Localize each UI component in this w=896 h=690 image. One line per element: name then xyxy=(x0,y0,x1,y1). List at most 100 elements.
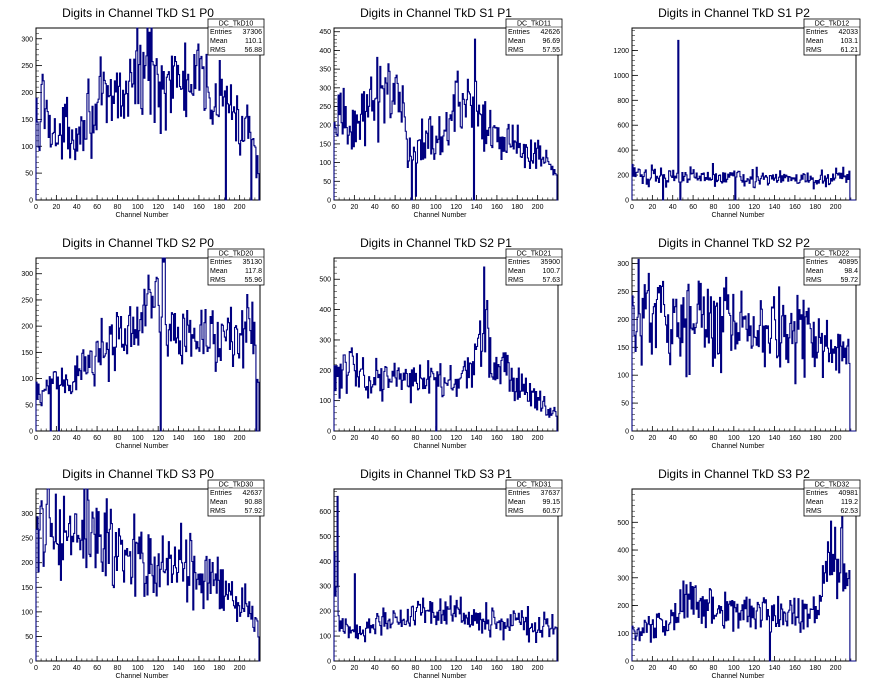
stats-name: DC_TkD10 xyxy=(219,21,254,28)
x-tick-label: 0 xyxy=(34,665,38,672)
x-tick-label: 60 xyxy=(689,665,697,672)
histogram-series xyxy=(333,38,558,201)
stats-label-rms: RMS xyxy=(806,277,822,284)
x-tick-label: 60 xyxy=(93,204,101,211)
stats-value-mean: 96.69 xyxy=(542,38,560,45)
stats-value-rms: 62.53 xyxy=(840,508,858,515)
x-tick-label: 60 xyxy=(391,665,399,672)
y-axis: 0 200 400 600 800 1000 1200 xyxy=(613,30,638,205)
y-tick-label: 450 xyxy=(319,29,331,36)
x-tick-label: 100 xyxy=(430,204,442,211)
y-axis: 0 50 100 150 200 250 300 350 400 450 xyxy=(319,29,340,205)
histogram-series xyxy=(333,495,558,662)
x-tick-label: 120 xyxy=(450,435,462,442)
stats-label-entries: Entries xyxy=(806,490,828,497)
stats-value-entries: 37637 xyxy=(541,490,561,497)
x-tick-label: 160 xyxy=(491,435,503,442)
y-axis: 0 50 100 150 200 250 300 xyxy=(21,493,42,666)
stats-name: DC_TkD20 xyxy=(219,251,254,258)
y-tick-label: 400 xyxy=(319,48,331,55)
stats-label-entries: Entries xyxy=(210,29,232,36)
x-tick-label: 140 xyxy=(471,204,483,211)
y-tick-label: 0 xyxy=(327,198,331,205)
x-tick-label: 120 xyxy=(450,204,462,211)
x-tick-label: 100 xyxy=(132,435,144,442)
x-tick-label: 0 xyxy=(34,204,38,211)
x-axis: 0 20 40 60 80 100 120 140 160 180 200 xyxy=(630,426,852,442)
histogram-panel: Digits in Channel TkD S3 P0 0 20 40 60 80 100 1… xyxy=(21,467,265,680)
stats-value-entries: 42033 xyxy=(839,29,859,36)
x-axis-label: Channel Number xyxy=(116,443,170,450)
x-axis-label: Channel Number xyxy=(116,673,170,680)
stats-label-rms: RMS xyxy=(508,277,524,284)
chart-title: Digits in Channel TkD S3 P1 xyxy=(360,467,512,481)
y-tick-label: 600 xyxy=(319,509,331,516)
stats-value-mean: 103.1 xyxy=(840,38,858,45)
x-tick-label: 120 xyxy=(152,665,164,672)
stats-label-entries: Entries xyxy=(210,490,232,497)
x-axis: 0 20 40 60 80 100 120 140 160 180 200 xyxy=(34,656,256,672)
stats-label-mean: Mean xyxy=(508,499,526,506)
x-tick-label: 180 xyxy=(511,204,523,211)
stats-value-mean: 110.1 xyxy=(245,38,262,45)
stats-label-rms: RMS xyxy=(806,508,822,515)
stats-label-mean: Mean xyxy=(806,268,824,275)
x-axis-label: Channel Number xyxy=(414,673,468,680)
x-tick-label: 20 xyxy=(648,435,656,442)
y-tick-label: 250 xyxy=(617,289,629,296)
x-tick-label: 160 xyxy=(789,665,801,672)
x-tick-label: 20 xyxy=(52,204,60,211)
chart-title: Digits in Channel TkD S3 P2 xyxy=(658,467,810,481)
x-tick-label: 60 xyxy=(391,435,399,442)
x-tick-label: 0 xyxy=(332,204,336,211)
x-axis-label: Channel Number xyxy=(116,212,170,219)
stats-label-rms: RMS xyxy=(508,508,524,515)
y-tick-label: 250 xyxy=(21,536,33,543)
y-tick-label: 100 xyxy=(319,160,331,167)
x-tick-label: 0 xyxy=(630,204,634,211)
histogram-panel: Digits in Channel TkD S2 P1 0 20 40 60 80 100 1… xyxy=(319,236,563,450)
y-axis: 0 100 200 300 400 500 xyxy=(617,494,638,666)
stats-box-frame xyxy=(207,248,265,286)
stats-value-mean: 98.4 xyxy=(844,268,858,275)
stats-label-entries: Entries xyxy=(508,490,530,497)
stats-value-entries: 40981 xyxy=(839,490,859,497)
x-tick-label: 100 xyxy=(132,204,144,211)
stats-label-entries: Entries xyxy=(508,259,530,266)
x-tick-label: 40 xyxy=(73,435,81,442)
stats-label-mean: Mean xyxy=(806,499,824,506)
stats-value-rms: 57.63 xyxy=(542,277,560,284)
histogram-series xyxy=(35,257,260,432)
y-tick-label: 200 xyxy=(319,123,331,130)
stats-value-mean: 99.15 xyxy=(542,499,560,506)
y-tick-label: 0 xyxy=(625,429,629,436)
y-tick-label: 0 xyxy=(29,198,33,205)
x-axis: 0 20 40 60 80 100 120 140 160 180 200 xyxy=(332,426,554,442)
x-tick-label: 20 xyxy=(648,204,656,211)
x-tick-label: 200 xyxy=(532,204,544,211)
y-tick-label: 100 xyxy=(21,144,33,151)
x-tick-label: 200 xyxy=(532,665,544,672)
x-tick-label: 100 xyxy=(728,204,740,211)
x-tick-label: 0 xyxy=(630,435,634,442)
chart-title: Digits in Channel TkD S1 P2 xyxy=(658,6,810,20)
y-axis: 0 50 100 150 200 250 300 xyxy=(21,262,42,436)
stats-box-frame xyxy=(505,18,563,56)
y-tick-label: 300 xyxy=(21,36,33,43)
y-tick-label: 0 xyxy=(327,429,331,436)
y-tick-label: 200 xyxy=(21,324,33,331)
x-tick-label: 80 xyxy=(114,665,122,672)
histogram-series xyxy=(35,488,260,662)
y-tick-label: 250 xyxy=(21,63,33,70)
stats-name: DC_TkD22 xyxy=(815,251,850,258)
y-tick-label: 600 xyxy=(617,123,629,130)
x-tick-label: 40 xyxy=(371,435,379,442)
histogram-panel: Digits in Channel TkD S3 P1 0 20 40 60 80 100 1… xyxy=(319,467,563,680)
x-tick-label: 20 xyxy=(52,665,60,672)
y-axis: 0 100 200 300 400 500 xyxy=(319,260,340,436)
y-tick-label: 500 xyxy=(617,520,629,527)
stats-label-mean: Mean xyxy=(806,38,824,45)
y-tick-label: 50 xyxy=(25,634,33,641)
chart-title: Digits in Channel TkD S3 P0 xyxy=(62,467,214,481)
